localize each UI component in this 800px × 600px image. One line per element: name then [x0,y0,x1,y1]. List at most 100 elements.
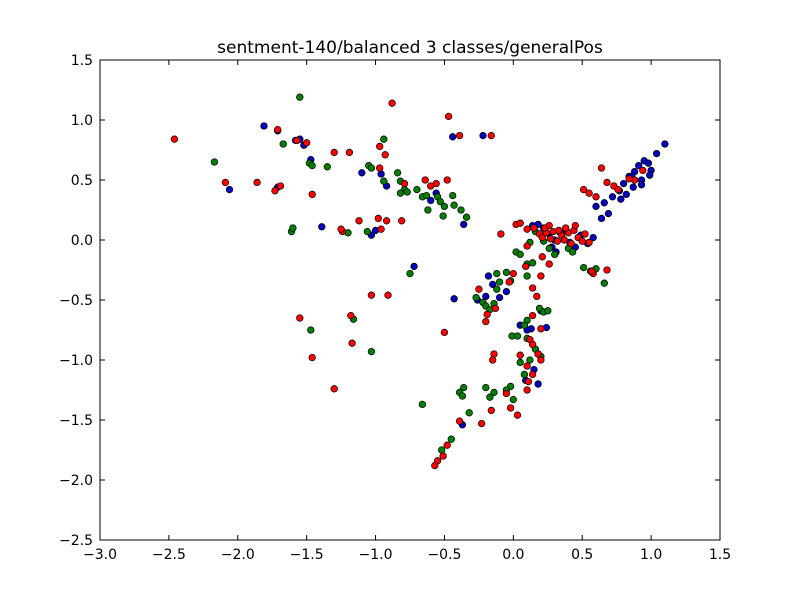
data-point [597,214,606,223]
data-point [289,224,297,232]
data-point [537,325,545,333]
data-point [367,347,376,356]
data-point [490,388,498,397]
y-tick-label: −2.0 [59,473,93,489]
data-point [377,170,385,178]
data-point [497,230,505,238]
data-point [585,238,593,247]
x-tick-label: 1.5 [709,547,731,563]
data-point [410,262,418,271]
data-point [516,219,524,227]
data-point [544,307,552,315]
data-point [520,370,529,379]
data-point [528,370,537,379]
data-point [482,317,490,326]
data-point [450,201,458,209]
data-point [528,284,537,292]
data-point [625,175,633,183]
data-point [603,266,611,274]
data-point [439,212,447,220]
data-point [509,395,517,404]
data-point [449,191,457,200]
data-point [545,244,553,253]
data-point [487,131,495,140]
data-point [355,217,363,225]
data-point [323,163,331,171]
data-point [562,224,570,232]
data-point [537,356,545,364]
data-point [296,93,304,101]
data-point [528,340,537,349]
data-point [484,272,493,280]
data-point [622,190,630,199]
data-point [597,164,606,172]
data-point [432,179,440,188]
data-point [308,190,316,199]
data-point [652,149,661,158]
data-point [546,235,555,243]
data-point [523,386,531,394]
data-point [489,356,497,364]
data-point [524,377,533,386]
data-point [418,400,427,409]
data-point [489,280,497,289]
data-point [376,164,384,172]
data-point [347,311,355,320]
data-point [440,328,449,337]
data-point [318,223,326,231]
data-point [210,158,219,166]
data-point [588,267,596,275]
data-point [443,176,451,184]
data-point [608,193,617,201]
data-point [330,385,338,393]
data-point [551,250,559,259]
data-point [637,181,646,189]
data-point [538,233,546,242]
axes-layer: −3.0 −2.5 −2.0 −1.5 −1.0 −0.5 0.0 0.5 1.0 1.5−2.5… [59,53,731,563]
data-point [581,230,589,238]
data-point [308,353,316,362]
data-point [495,278,504,286]
data-point [528,259,537,267]
x-tick-label: 0.5 [571,547,593,563]
data-point [450,295,458,303]
data-point [225,185,234,194]
x-tick-label: 0.0 [502,547,524,563]
y-tick-label: 0.0 [71,233,93,249]
data-point [604,209,613,218]
data-point [614,185,622,194]
data-point [600,199,608,207]
data-point [545,260,553,268]
data-point [398,217,406,225]
data-point [444,112,453,121]
x-tick-label: −1.0 [359,547,393,563]
data-point [486,393,494,401]
data-point [502,287,511,296]
data-point [516,250,524,259]
data-point [396,189,405,197]
y-tick-label: −1.0 [59,353,93,369]
data-point [571,221,579,230]
data-point [592,193,600,201]
x-tick-label: 1.0 [640,547,662,563]
data-point [460,383,468,392]
data-point [460,220,468,229]
data-point [560,236,568,244]
data-point [345,148,354,157]
data-point [479,131,487,140]
y-tick-label: −1.5 [59,413,93,429]
data-point [493,285,501,293]
data-point [482,292,490,301]
data-point [530,224,538,232]
data-point [377,225,385,233]
x-tick-label: −2.0 [221,547,255,563]
data-point [516,351,524,359]
data-point [422,191,431,200]
data-point [490,350,498,358]
data-point [522,262,530,271]
data-point [293,136,301,145]
data-point [661,140,669,148]
data-point [617,195,625,203]
y-tick-label: 1.0 [71,113,93,129]
data-point [431,461,439,470]
